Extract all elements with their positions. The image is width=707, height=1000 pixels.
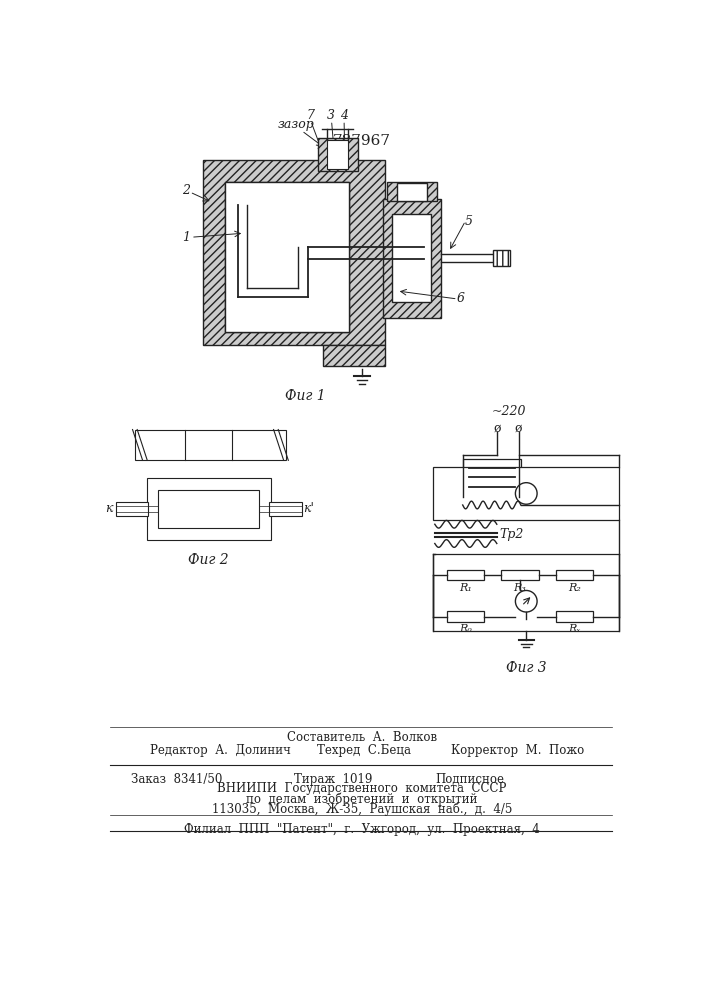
Text: ø: ø — [515, 422, 522, 434]
Text: Редактор  А.  Долинич: Редактор А. Долинич — [151, 744, 291, 757]
Text: 3: 3 — [327, 109, 335, 122]
Text: 113035,  Москва,  Ж-35,  Раушская  наб.,  д.  4/5: 113035, Москва, Ж-35, Раушская наб., д. … — [212, 802, 512, 816]
Bar — [433, 554, 619, 631]
Bar — [448, 570, 484, 580]
Text: зазор: зазор — [278, 118, 315, 131]
Text: по  делам  изобретений  и  открытий: по делам изобретений и открытий — [246, 792, 478, 806]
Bar — [448, 611, 484, 622]
Text: Подписное: Подписное — [436, 773, 505, 786]
Text: Тр2: Тр2 — [500, 528, 525, 541]
Text: 1: 1 — [182, 231, 190, 244]
Text: ~220: ~220 — [491, 405, 526, 418]
Bar — [383, 199, 441, 318]
Bar — [225, 182, 349, 332]
Text: Тр1: Тр1 — [524, 473, 549, 486]
Text: к': к' — [303, 502, 314, 515]
Bar — [225, 182, 349, 332]
Text: 6: 6 — [457, 292, 464, 305]
Bar — [501, 570, 539, 580]
Bar — [556, 570, 593, 580]
Bar — [135, 430, 286, 460]
Bar — [327, 140, 348, 169]
Text: Филиал  ППП  "Патент",  г.  Ужгород,  ул.  Проектная,  4: Филиал ППП "Патент", г. Ужгород, ул. Про… — [184, 823, 540, 836]
Text: 7: 7 — [306, 109, 314, 122]
Text: Составитель  А.  Волков: Составитель А. Волков — [287, 731, 437, 744]
Text: 5: 5 — [464, 215, 472, 228]
Bar — [146, 478, 271, 540]
Bar — [392, 214, 431, 302]
Text: Корректор  М.  Пожо: Корректор М. Пожо — [451, 744, 584, 757]
Text: R₁: R₁ — [460, 583, 472, 593]
Bar — [387, 182, 437, 201]
Text: R₃: R₃ — [513, 583, 527, 593]
Bar — [433, 466, 619, 520]
Text: 2: 2 — [182, 184, 190, 197]
Text: R₂: R₂ — [568, 583, 580, 593]
Bar — [323, 345, 385, 366]
Text: Rₓ: Rₓ — [568, 624, 580, 634]
Text: ø: ø — [493, 422, 501, 434]
Text: 4: 4 — [340, 109, 348, 122]
Text: Техред  С.Беца: Техред С.Беца — [317, 744, 411, 757]
Text: 787967: 787967 — [333, 134, 391, 148]
Bar — [269, 502, 301, 516]
Bar — [493, 250, 510, 266]
Text: R₀: R₀ — [460, 624, 472, 634]
Bar — [115, 502, 148, 516]
Text: Заказ  8341/50: Заказ 8341/50 — [131, 773, 223, 786]
Bar — [317, 138, 358, 171]
Bar — [397, 183, 427, 201]
Text: Тираж  1019: Тираж 1019 — [293, 773, 372, 786]
Bar — [158, 490, 259, 528]
Text: ВНИИПИ  Государственного  комитета  СССР: ВНИИПИ Государственного комитета СССР — [217, 782, 507, 795]
Text: Фиг 3: Фиг 3 — [506, 661, 547, 675]
Text: к: к — [105, 502, 112, 515]
Text: Фиг 1: Фиг 1 — [285, 389, 326, 403]
Text: Фиг 2: Фиг 2 — [188, 553, 229, 567]
Bar — [203, 160, 385, 345]
Bar — [462, 459, 521, 501]
Bar — [556, 611, 593, 622]
